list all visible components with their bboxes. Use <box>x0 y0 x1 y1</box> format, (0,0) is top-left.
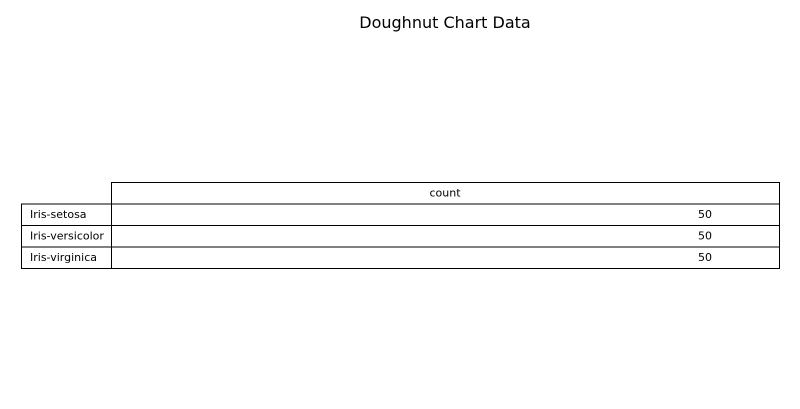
table-value: 50 <box>698 229 712 242</box>
table-value-cell <box>111 203 780 226</box>
chart-title: Doughnut Chart Data <box>359 13 531 32</box>
table-row-label: Iris-versicolor <box>30 229 104 242</box>
table-row-label: Iris-setosa <box>30 208 87 221</box>
table-value-cell <box>111 225 780 248</box>
table-text: count Iris-setosa 50 Iris-versicolor 50 Iris-… <box>30 186 712 264</box>
table-value: 50 <box>698 208 712 221</box>
table-value-cell <box>111 246 780 269</box>
table-column-header: count <box>429 186 461 199</box>
table-row-label: Iris-virginica <box>30 251 97 264</box>
table-value: 50 <box>698 251 712 264</box>
table-grid <box>21 182 780 269</box>
